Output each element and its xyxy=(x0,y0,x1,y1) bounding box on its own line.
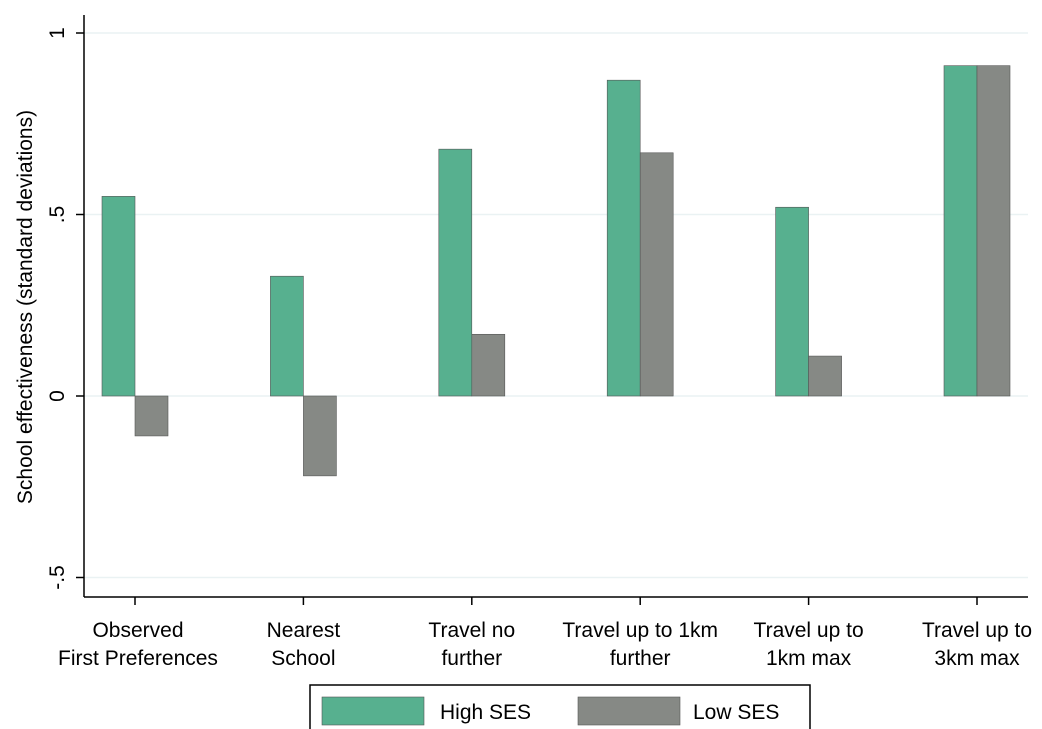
bar-low-ses-4 xyxy=(808,355,842,397)
x-category-label: Travel up to 3km max xyxy=(922,619,1032,670)
legend-swatch-low-ses xyxy=(577,696,681,726)
x-category-label-line: Travel no xyxy=(428,619,515,642)
x-category-label: Travel no further xyxy=(428,619,515,670)
x-category-label: Nearest School xyxy=(267,619,341,670)
x-category-label-line: further xyxy=(610,647,671,670)
y-tick-label: .5 xyxy=(46,206,69,224)
y-ticks: 1 .5 0 -.5 xyxy=(46,27,84,590)
bar-low-ses-1 xyxy=(303,395,337,477)
x-category-label: Travel up to 1km further xyxy=(562,619,718,670)
bars xyxy=(101,65,1011,477)
legend: High SES Low SES xyxy=(309,684,811,729)
legend-label: Low SES xyxy=(693,701,779,724)
x-category-label-line: Travel up to xyxy=(922,619,1032,642)
x-category-label-line: 3km max xyxy=(934,647,1020,670)
legend-swatch-high-ses xyxy=(321,696,425,726)
bar-high-ses-4 xyxy=(775,206,809,397)
x-category-labels: Observed First Preferences Nearest School Tr… xyxy=(58,619,1032,670)
bar-low-ses-2 xyxy=(471,333,506,397)
x-category-label-line: Observed xyxy=(92,619,183,642)
bar-high-ses-5 xyxy=(943,65,978,397)
bar-low-ses-3 xyxy=(639,152,674,397)
x-category-label: Travel up to 1km max xyxy=(754,619,864,670)
y-axis-title: School effectiveness (standard deviation… xyxy=(14,110,37,504)
y-tick-label: -.5 xyxy=(46,565,69,590)
x-category-label-line: further xyxy=(441,647,502,670)
x-category-label-line: Travel up to xyxy=(754,619,864,642)
bar-high-ses-0 xyxy=(101,196,136,397)
x-category-label-line: Travel up to 1km xyxy=(562,619,718,642)
y-tick-label: 1 xyxy=(46,27,69,39)
bar-high-ses-2 xyxy=(438,148,473,397)
x-category-label-line: First Preferences xyxy=(58,647,218,670)
bar-high-ses-3 xyxy=(606,79,641,397)
x-category-label-line: 1km max xyxy=(766,647,852,670)
x-category-label-line: School xyxy=(271,647,335,670)
axes xyxy=(83,15,1028,605)
bar-low-ses-0 xyxy=(134,395,169,437)
bar-high-ses-1 xyxy=(270,275,304,397)
x-category-label-line: Nearest xyxy=(267,619,341,642)
grid-lines xyxy=(84,32,1028,579)
y-tick-label: 0 xyxy=(46,390,69,402)
x-category-label: Observed First Preferences xyxy=(58,619,218,670)
legend-label: High SES xyxy=(440,701,531,724)
bar-low-ses-5 xyxy=(976,65,1011,397)
